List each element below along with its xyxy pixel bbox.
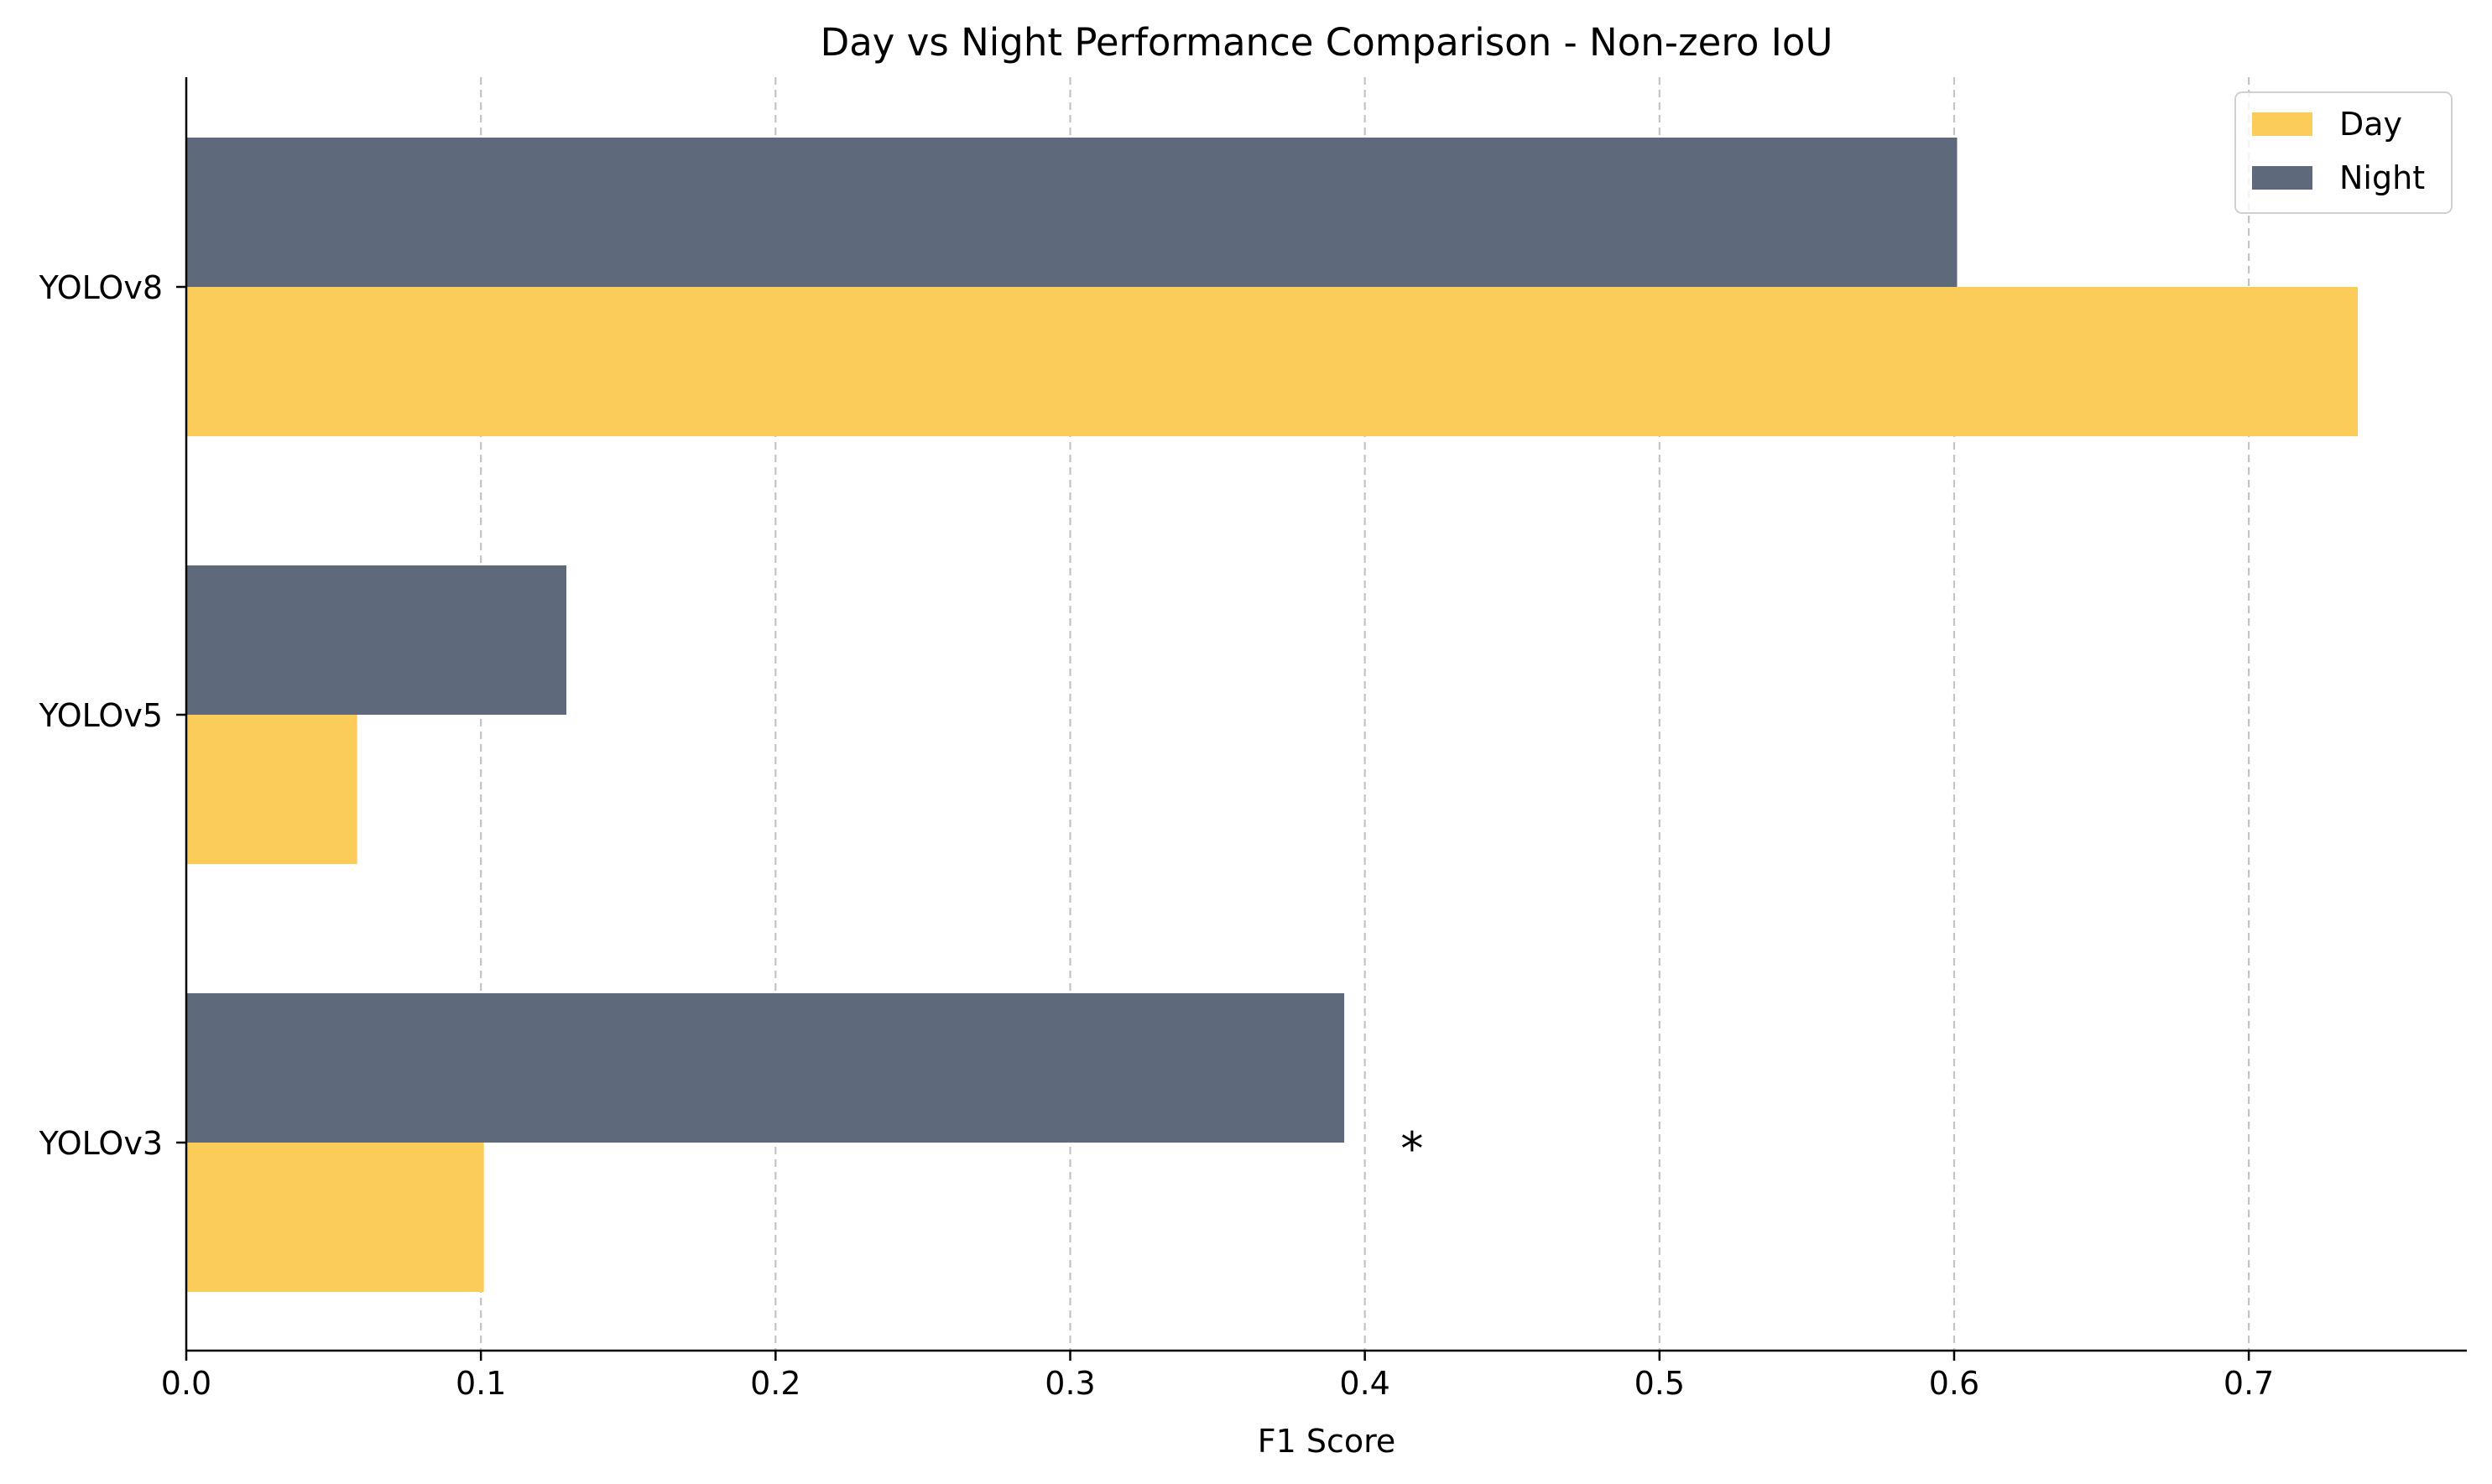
annotations: * xyxy=(1400,1122,1423,1175)
x-tick-label: 0.1 xyxy=(456,1365,506,1402)
x-axis-label: F1 Score xyxy=(1258,1423,1396,1460)
legend-label-night: Night xyxy=(2339,159,2425,196)
x-tick-label: 0.6 xyxy=(1929,1365,1979,1402)
legend-label-day: Day xyxy=(2339,106,2402,143)
y-tick-label: YOLOv5 xyxy=(39,697,163,734)
bar-yolov5-day xyxy=(186,715,357,864)
bar-yolov3-day xyxy=(186,1143,484,1292)
y-tick-label: YOLOv3 xyxy=(39,1125,163,1162)
chart-title: Day vs Night Performance Comparison - No… xyxy=(821,20,1833,65)
x-tick-label: 0.2 xyxy=(750,1365,800,1402)
x-tick-label: 0.4 xyxy=(1339,1365,1389,1402)
legend-swatch-day xyxy=(2252,112,2312,136)
x-tick-label: 0.5 xyxy=(1634,1365,1685,1402)
legend-swatch-night xyxy=(2252,166,2312,190)
significance-annotation: * xyxy=(1400,1122,1423,1175)
x-tick-label: 0.7 xyxy=(2224,1365,2274,1402)
bar-yolov3-night xyxy=(186,993,1345,1143)
bar-yolov8-night xyxy=(186,138,1958,287)
legend: Day Night xyxy=(2234,91,2453,214)
ticks: 0.0 0.1 0.2 0.3 0.4 0.5 0.6 0.7 YOLOv3 YOLOv5 YOLO… xyxy=(39,269,2275,1402)
bars xyxy=(186,138,2359,1292)
y-tick-label: YOLOv8 xyxy=(39,269,163,306)
x-tick-label: 0.3 xyxy=(1045,1365,1095,1402)
bar-yolov8-day xyxy=(186,287,2359,436)
bar-yolov5-night xyxy=(186,565,566,715)
x-tick-label: 0.0 xyxy=(161,1365,211,1402)
